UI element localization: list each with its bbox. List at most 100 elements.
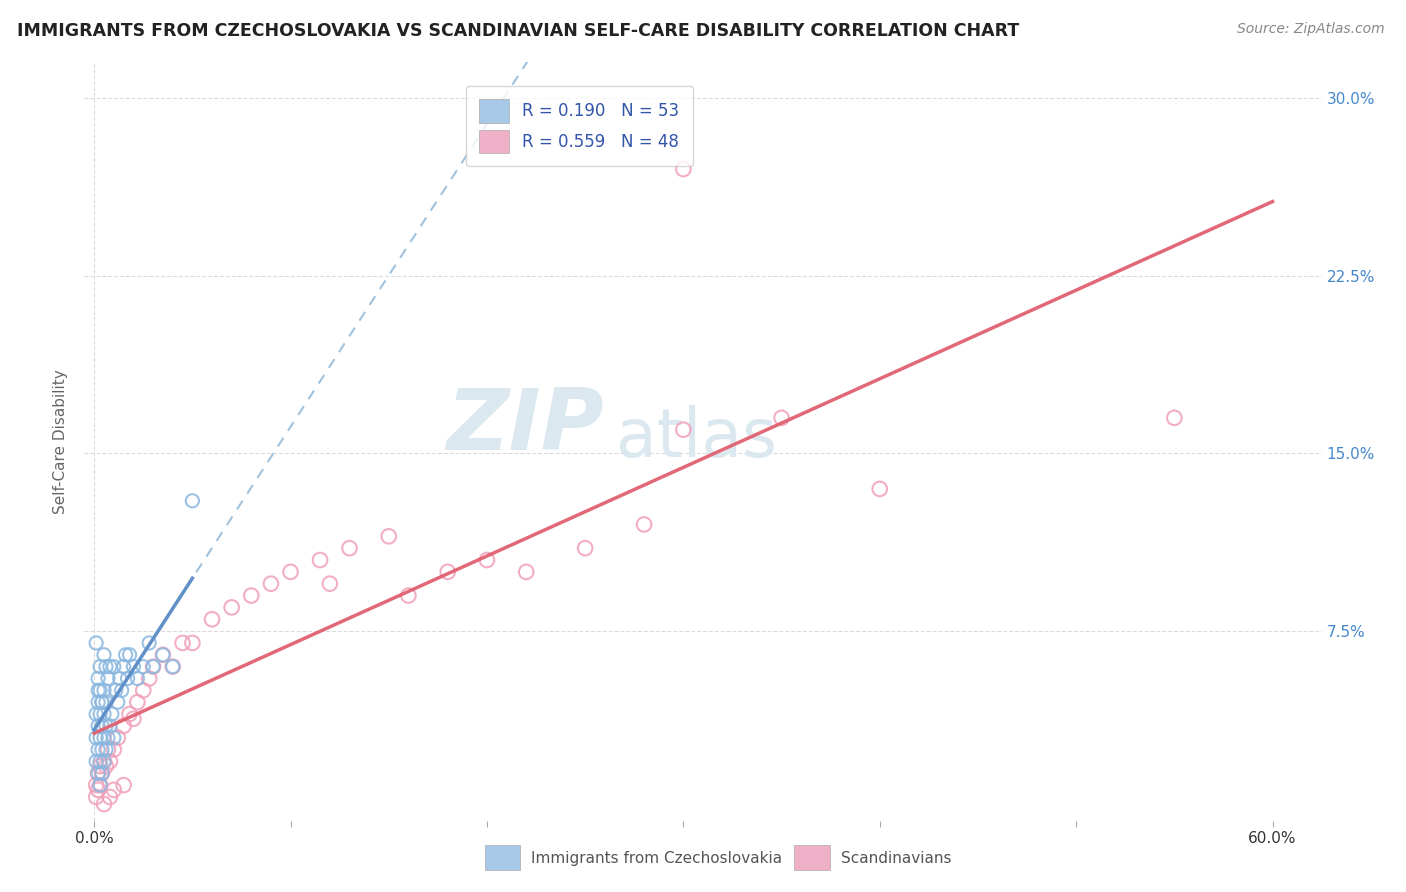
Point (98, 719, 121, 733)
Text: ZIP: ZIP (446, 384, 605, 468)
Point (87, 683, 110, 698)
Point (869, 482, 891, 496)
Point (515, 565, 537, 579)
Point (91, 695, 114, 709)
Point (89, 759, 111, 773)
Point (138, 636, 160, 650)
Point (89, 683, 111, 698)
Point (142, 659, 165, 673)
Point (91, 719, 114, 733)
Point (152, 648, 174, 662)
Point (118, 706, 141, 721)
Point (122, 712, 145, 726)
Point (181, 493, 204, 508)
Point (87, 719, 110, 733)
Point (91, 766, 114, 780)
Point (94, 742, 117, 756)
Point (93, 706, 115, 721)
Point (84, 755, 107, 769)
Point (93, 648, 115, 662)
Point (475, 553, 498, 567)
Point (104, 683, 127, 698)
Point (436, 565, 458, 579)
Point (152, 648, 174, 662)
Point (91, 742, 114, 756)
Point (89, 755, 111, 769)
Point (89, 659, 111, 673)
Point (240, 589, 263, 603)
Point (87, 742, 110, 756)
Point (201, 612, 224, 626)
Point (108, 672, 131, 686)
Point (94, 759, 117, 773)
Text: Scandinavians: Scandinavians (841, 851, 952, 865)
Point (162, 659, 184, 673)
Point (672, 162, 695, 177)
Point (87, 782, 110, 797)
Point (162, 659, 184, 673)
Point (98, 789, 121, 804)
Y-axis label: Self-Care Disability: Self-Care Disability (53, 369, 69, 514)
Point (93, 755, 115, 769)
Point (91, 695, 114, 709)
Point (89, 731, 111, 745)
Point (1163, 410, 1185, 425)
Point (221, 600, 243, 615)
Point (138, 672, 160, 686)
Point (97, 731, 120, 745)
Point (111, 683, 134, 698)
Text: atlas: atlas (616, 405, 778, 471)
Point (260, 576, 283, 591)
Legend: R = 0.190   N = 53, R = 0.559   N = 48: R = 0.190 N = 53, R = 0.559 N = 48 (465, 86, 693, 167)
Point (93, 683, 115, 698)
Point (396, 589, 419, 603)
Point (181, 636, 204, 650)
Point (127, 672, 149, 686)
Text: Source: ZipAtlas.com: Source: ZipAtlas.com (1237, 22, 1385, 37)
Point (103, 659, 125, 673)
Point (319, 576, 342, 591)
Point (89, 778, 111, 792)
Point (117, 672, 139, 686)
Point (93, 755, 115, 769)
Point (94, 719, 117, 733)
Point (339, 541, 361, 556)
Point (87, 766, 110, 780)
Point (84, 778, 107, 792)
Point (101, 706, 124, 721)
Point (84, 706, 107, 721)
Point (103, 782, 125, 797)
Point (103, 731, 125, 745)
Point (633, 517, 655, 532)
Point (172, 636, 194, 650)
Point (127, 695, 149, 709)
Point (89, 706, 111, 721)
Point (98, 659, 121, 673)
Point (87, 695, 110, 709)
Point (97, 742, 120, 756)
Point (94, 695, 117, 709)
Point (280, 565, 302, 579)
Point (84, 636, 107, 650)
Point (94, 659, 117, 673)
Point (91, 766, 114, 780)
Point (87, 672, 110, 686)
Point (97, 672, 120, 686)
Point (112, 719, 135, 733)
Point (87, 766, 110, 780)
Point (93, 797, 115, 811)
Text: Immigrants from Czechoslovakia: Immigrants from Czechoslovakia (531, 851, 783, 865)
Point (132, 659, 155, 673)
Point (98, 755, 121, 769)
Point (672, 423, 695, 437)
Point (574, 541, 596, 556)
Text: IMMIGRANTS FROM CZECHOSLOVAKIA VS SCANDINAVIAN SELF-CARE DISABILITY CORRELATION : IMMIGRANTS FROM CZECHOSLOVAKIA VS SCANDI… (17, 22, 1019, 40)
Point (309, 553, 332, 567)
Point (132, 683, 155, 698)
Point (84, 731, 107, 745)
Point (112, 778, 135, 792)
Point (107, 695, 129, 709)
Point (93, 731, 115, 745)
Point (378, 529, 401, 543)
Point (103, 742, 125, 756)
